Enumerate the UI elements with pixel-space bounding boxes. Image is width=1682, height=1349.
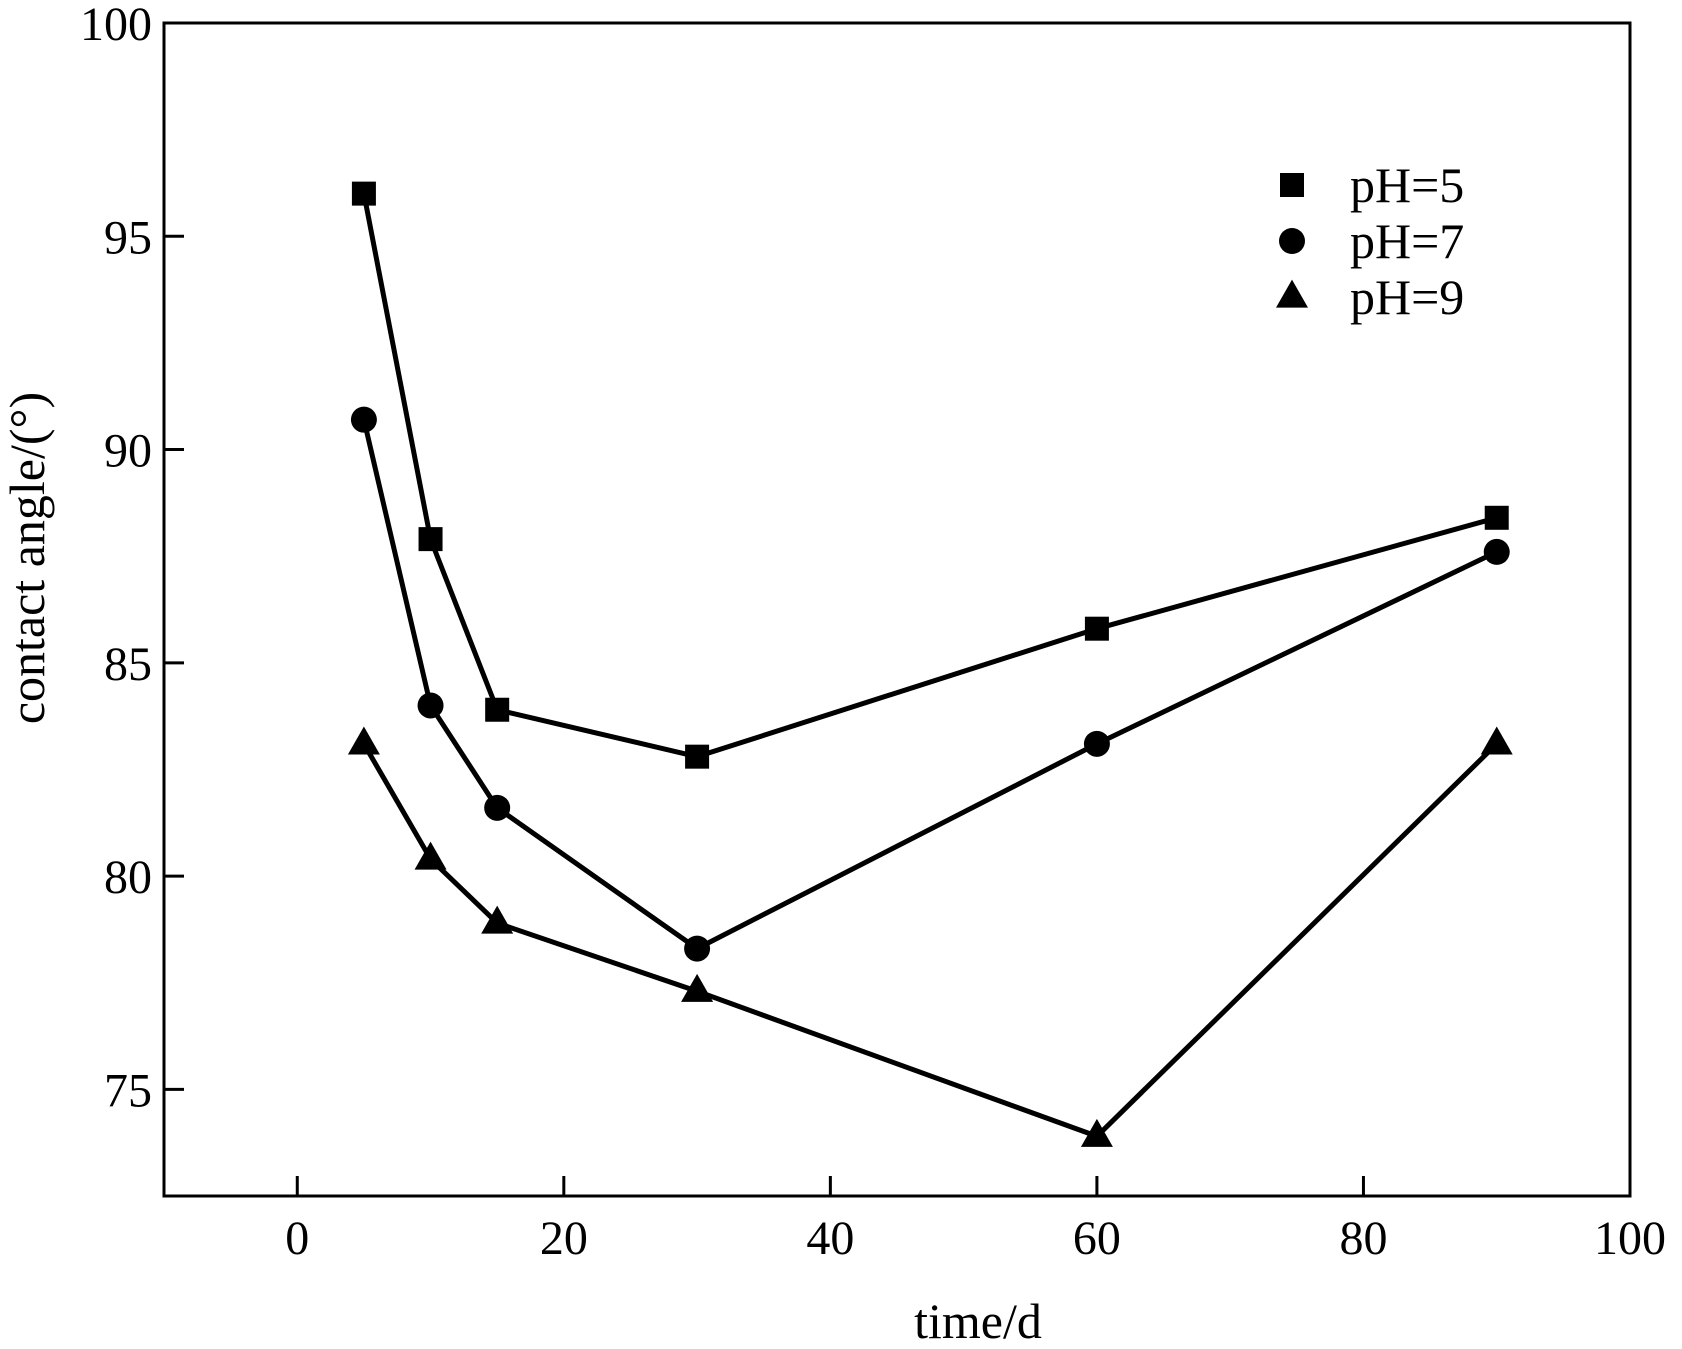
data-point-series-3-1 (347, 726, 380, 755)
y-tick-label-75: 75 (104, 1064, 152, 1117)
plot-frame (162, 21, 1632, 1198)
y-axis-label: contact angle/(°) (0, 392, 55, 724)
data-point-series-2-6 (1483, 538, 1510, 565)
y-tick-label-100: 100 (80, 0, 152, 51)
series-1 (351, 181, 1509, 769)
data-point-series-1-1 (351, 181, 376, 206)
data-point-series-2-2 (417, 692, 444, 719)
x-tick-label-100: 100 (1594, 1212, 1666, 1265)
data-point-series-3-2 (414, 841, 447, 870)
legend: pH=5pH=7pH=9 (1276, 157, 1464, 325)
x-tick-label-80: 80 (1339, 1212, 1387, 1265)
axis-ticks: 0 20 40 60 80 100 75 80 85 90 95 100 (80, 0, 1666, 1265)
x-tick-label-20: 20 (540, 1212, 588, 1265)
legend-label-2: pH=7 (1350, 213, 1464, 269)
data-point-series-2-1 (350, 406, 377, 433)
legend-marker-1 (1280, 173, 1304, 197)
legend-marker-2 (1279, 228, 1305, 254)
x-tick-label-40: 40 (806, 1212, 854, 1265)
series-line-3 (361, 742, 1499, 1139)
data-point-series-3-6 (1480, 726, 1513, 755)
x-axis-label: time/d (914, 1293, 1042, 1349)
y-tick-label-80: 80 (104, 851, 152, 904)
legend-marker-3 (1276, 279, 1308, 308)
series-layer (347, 181, 1513, 1147)
series-line-1 (361, 193, 1498, 760)
y-tick-label-85: 85 (104, 638, 152, 691)
legend-label-1: pH=5 (1350, 157, 1464, 213)
x-tick-label-0: 0 (285, 1212, 309, 1265)
legend-label-3: pH=9 (1350, 269, 1464, 325)
data-point-series-3-3 (481, 905, 514, 934)
data-point-series-2-4 (684, 935, 711, 962)
data-point-series-3-5 (1080, 1118, 1113, 1147)
data-point-series-3-4 (681, 973, 714, 1002)
series-3 (347, 726, 1513, 1147)
data-point-series-1-3 (485, 697, 510, 722)
y-tick-label-95: 95 (104, 211, 152, 264)
data-point-series-2-5 (1083, 730, 1110, 757)
series-line-2 (361, 419, 1498, 952)
y-tick-label-90: 90 (104, 425, 152, 478)
series-2 (350, 406, 1510, 962)
data-point-series-2-3 (484, 794, 511, 821)
data-point-series-1-4 (685, 744, 710, 769)
data-point-series-1-2 (418, 527, 443, 552)
data-point-series-1-5 (1084, 616, 1109, 641)
x-tick-label-60: 60 (1073, 1212, 1121, 1265)
data-point-series-1-6 (1484, 505, 1509, 530)
